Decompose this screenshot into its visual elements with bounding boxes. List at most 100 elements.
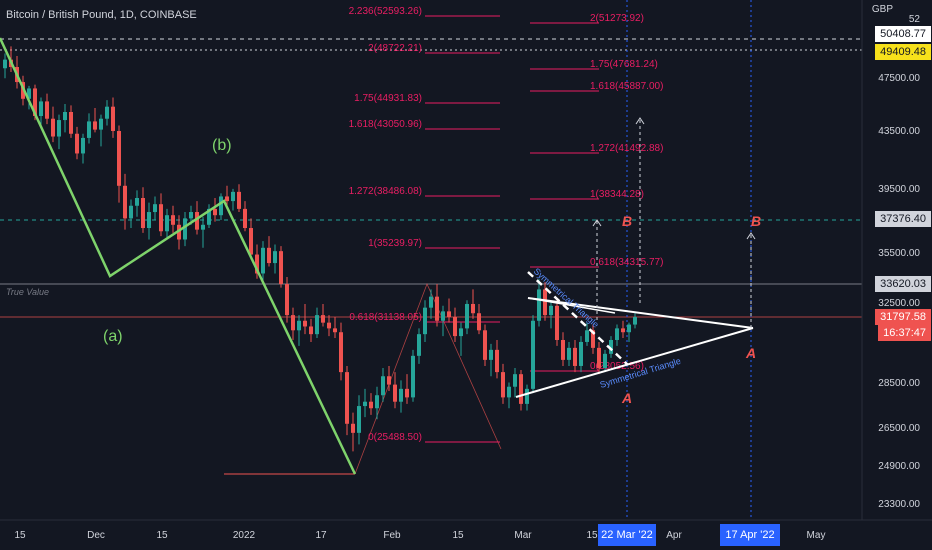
candle-countdown-label: 16:37:47 <box>878 325 931 341</box>
candle-body <box>165 215 169 232</box>
fib-right-label: 2(51273.92) <box>590 13 644 24</box>
candle-body <box>189 212 193 219</box>
candle-body <box>39 101 43 117</box>
candle-body <box>99 118 103 130</box>
fib-left-label: 2.236(52593.26) <box>349 6 422 17</box>
candle-body <box>129 205 133 219</box>
candle-body <box>411 355 415 398</box>
candle-body <box>87 121 91 138</box>
candle-body <box>339 332 343 373</box>
candle-body <box>123 185 127 219</box>
candle-body <box>75 133 79 154</box>
candle-body <box>237 191 241 209</box>
y-tick-label: 26500.00 <box>878 423 920 434</box>
candle-body <box>321 315 325 323</box>
candle-body <box>453 316 457 337</box>
true-value-label: True Value <box>6 287 49 297</box>
candle-body <box>243 208 247 229</box>
price-label-33620: 33620.03 <box>875 276 931 292</box>
candle-body <box>225 196 229 202</box>
y-tick-label: 28500.00 <box>878 378 920 389</box>
candle-body <box>135 197 139 206</box>
fib-left-label: 2(48722.21) <box>368 43 422 54</box>
candle-body <box>627 324 631 333</box>
candle-body <box>603 353 607 369</box>
candle-body <box>267 247 271 264</box>
candle-body <box>591 330 595 348</box>
candle-body <box>327 322 331 329</box>
candle-body <box>357 406 361 433</box>
candle-body <box>435 296 439 321</box>
candle-body <box>57 120 61 137</box>
point-label-b: B <box>622 213 632 229</box>
candle-body <box>525 388 529 404</box>
projection-arrow-3-head <box>746 232 756 240</box>
candle-body <box>3 59 7 69</box>
candle-body <box>297 320 301 331</box>
triangle-lower-line <box>515 327 754 398</box>
fib-connector-left <box>109 200 356 475</box>
fib-left-label: 1(35239.97) <box>368 238 422 249</box>
fib-left-label: 1.75(44931.83) <box>354 93 422 104</box>
projection-arrow-2-head <box>635 117 645 125</box>
candle-body <box>291 315 295 331</box>
candle-body <box>219 196 223 216</box>
point-label-b: B <box>751 213 761 229</box>
axis-currency-label: GBP <box>871 4 893 15</box>
candle-body <box>561 339 565 360</box>
candle-body <box>159 204 163 232</box>
candle-body <box>117 130 121 186</box>
candle-body <box>633 316 637 325</box>
candle-body <box>45 101 49 119</box>
candle-body <box>477 313 481 331</box>
candle-body <box>369 401 373 409</box>
symbol-title[interactable]: Bitcoin / British Pound, 1D, COINBASE <box>6 9 197 21</box>
candle-body <box>273 251 277 264</box>
fib-connector-right <box>354 282 502 475</box>
candle-body <box>441 311 445 321</box>
candle-body <box>249 228 253 255</box>
inner-triangle-upper <box>527 297 616 314</box>
fib-right-label: 1.272(41492.88) <box>590 143 663 154</box>
x-tick-label: Mar <box>514 530 532 541</box>
candle-body <box>393 384 397 402</box>
candle-body <box>429 296 433 308</box>
candle-body <box>255 254 259 274</box>
candle-body <box>51 118 55 137</box>
x-tick-label: 15 <box>14 530 26 541</box>
fib-left-label: 1.618(43050.96) <box>349 119 422 130</box>
fib-left-label: 1.272(38486.08) <box>349 186 422 197</box>
point-label-a: A <box>745 345 756 361</box>
projection-arrow-1-head <box>592 219 602 227</box>
y-tick-label: 39500.00 <box>878 184 920 195</box>
candle-body <box>543 289 547 316</box>
candle-body <box>579 341 583 366</box>
fib-right-label: 1.618(45887.00) <box>590 81 663 92</box>
candle-body <box>177 224 181 240</box>
fib-right-label: 1.75(47681.24) <box>590 59 658 70</box>
candle-body <box>111 106 115 131</box>
candle-body <box>555 305 559 340</box>
candle-body <box>195 212 199 230</box>
fib-left-label: 0.618(31138.05) <box>349 312 422 323</box>
current-price-label: 31797.58 <box>875 309 931 325</box>
candle-body <box>279 251 283 285</box>
candle-body <box>309 326 313 335</box>
x-tick-label: 15 <box>156 530 168 541</box>
y-tick-label: 32500.00 <box>878 298 920 309</box>
candle-body <box>363 401 367 407</box>
candle-body <box>69 112 73 134</box>
candle-body <box>213 208 217 216</box>
candle-body <box>621 328 625 333</box>
candle-body <box>375 395 379 409</box>
candle-body <box>285 284 289 316</box>
x-tick-label: Feb <box>383 530 401 541</box>
price-label-49409: 49409.48 <box>875 44 931 60</box>
price-axis-bg <box>862 0 932 520</box>
y-tick-label: 23300.00 <box>878 499 920 510</box>
fib-right-label: 1(38344.28) <box>590 189 644 200</box>
candle-body <box>501 372 505 398</box>
y-tick-label: 24900.00 <box>878 461 920 472</box>
